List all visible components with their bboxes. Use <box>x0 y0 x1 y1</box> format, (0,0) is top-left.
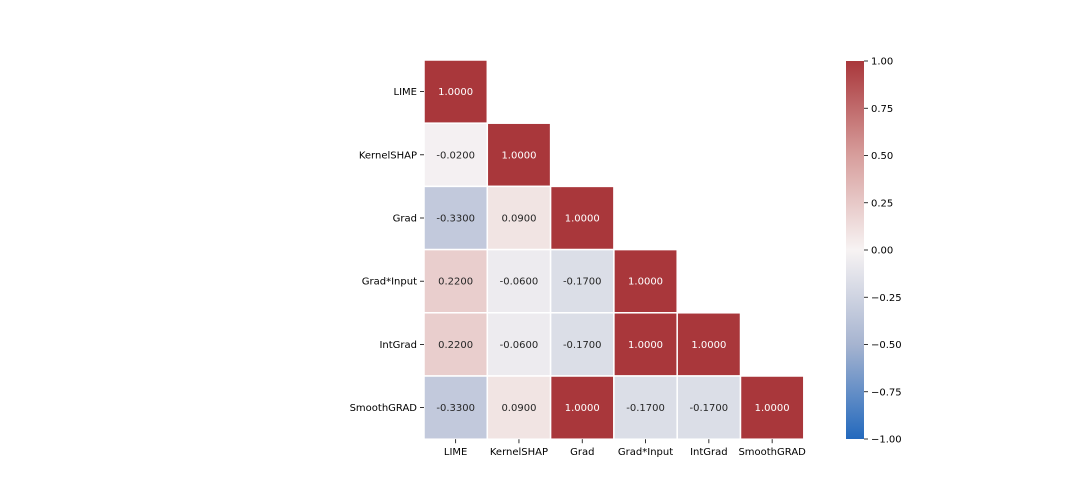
y-tick-label: IntGrad <box>379 340 417 351</box>
heatmap-cell-label: 0.0900 <box>501 214 536 225</box>
y-tick-label: SmoothGRAD <box>350 403 418 414</box>
heatmap-cell-label: 1.0000 <box>755 403 790 414</box>
heatmap-cell-label: 1.0000 <box>438 87 473 98</box>
x-tick-label: KernelSHAP <box>490 447 548 458</box>
heatmap-cell-label: 0.2200 <box>438 277 473 288</box>
colorbar-gradient <box>846 61 864 439</box>
heatmap-cell-label: -0.1700 <box>690 403 729 414</box>
heatmap-cell <box>423 122 489 188</box>
y-tick-label: Grad <box>393 214 417 225</box>
heatmap-cell-label: 0.0900 <box>501 403 536 414</box>
colorbar: 1.00 0.75 0.50 0.25 0.00 −0.25 −0.50 −0.75 −1.00 <box>846 57 902 446</box>
colorbar-tick-label: 0.75 <box>871 104 893 115</box>
heatmap-cell <box>676 375 742 440</box>
heatmap-cell-label: -0.0200 <box>436 150 475 161</box>
heatmap-cell-label: 1.0000 <box>628 340 663 351</box>
heatmap-cell-label: 0.2200 <box>438 340 473 351</box>
y-tick-label: LIME <box>394 87 417 98</box>
colorbar-tick-label: −0.50 <box>871 340 902 351</box>
heatmap-cell <box>739 375 805 440</box>
x-tick-label: Grad*Input <box>618 447 673 458</box>
x-tick-label: IntGrad <box>690 447 728 458</box>
heatmap-cell <box>613 375 678 440</box>
heatmap-cell-label: -0.3300 <box>436 403 475 414</box>
heatmap-cell <box>613 248 678 314</box>
heatmap-cells <box>423 59 805 440</box>
heatmap-cell <box>549 375 615 440</box>
y-tick-label: Grad*Input <box>362 277 417 288</box>
colorbar-tick-label: −0.25 <box>871 293 902 304</box>
colorbar-tick-label: 0.50 <box>871 151 893 162</box>
heatmap-cell-label: 1.0000 <box>501 150 536 161</box>
x-tick-label: Grad <box>570 447 594 458</box>
heatmap-cell-labels: 1.0000 -0.0200 1.0000 -0.3300 0.0900 1.0000 0.… <box>436 87 789 414</box>
colorbar-tick-label: 0.00 <box>871 246 893 257</box>
colorbar-tick-label: −0.75 <box>871 387 902 398</box>
heatmap-cell-label: -0.1700 <box>563 277 602 288</box>
y-axis: LIME KernelSHAP Grad Grad*Input IntGrad Smoot… <box>350 87 424 414</box>
heatmap-cell-label: -0.1700 <box>563 340 602 351</box>
heatmap-cell <box>486 248 552 314</box>
heatmap-cell-label: -0.3300 <box>436 214 475 225</box>
heatmap-cell-label: 1.0000 <box>565 403 600 414</box>
heatmap-cell <box>549 185 615 251</box>
heatmap-cell-label: 1.0000 <box>628 277 663 288</box>
x-axis: LIME KernelSHAP Grad Grad*Input IntGrad Smoot… <box>444 439 806 458</box>
colorbar-tick-label: 1.00 <box>871 57 893 68</box>
heatmap-cell-label: -0.1700 <box>626 403 665 414</box>
y-tick-label: KernelSHAP <box>359 150 417 161</box>
heatmap-cell-label: -0.0600 <box>500 277 539 288</box>
x-tick-label: SmoothGRAD <box>738 447 806 458</box>
heatmap-cell <box>486 312 552 377</box>
colorbar-tick-label: −1.00 <box>871 435 902 446</box>
heatmap-cell-label: 1.0000 <box>691 340 726 351</box>
colorbar-tick-label: 0.25 <box>871 198 893 209</box>
x-tick-label: LIME <box>444 447 467 458</box>
heatmap-cell-label: 1.0000 <box>565 214 600 225</box>
heatmap-cell <box>486 375 552 440</box>
heatmap-cell <box>613 312 678 377</box>
heatmap-cell-label: -0.0600 <box>500 340 539 351</box>
